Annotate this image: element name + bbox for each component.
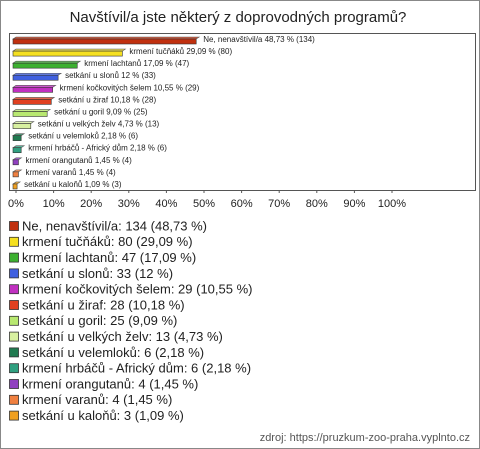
bar-label: krmení orangutanů 1,45 % (4) [25,156,132,165]
bar [12,183,18,190]
bar-label: Ne, nenavštívil/a 48,73 % (134) [203,35,315,44]
bar-category: krmení hrbáčů - Africký dům [28,144,128,153]
bar-label: krmení varanů 1,45 % (4) [25,168,116,177]
bar [12,38,197,45]
bar-label: setkání u velemloků 2,18 % (6) [28,132,138,141]
legend-label: setkání u slonů: 33 (12 %) [22,266,173,281]
legend-label: krmení kočkovitých šelem: 29 (10,55 %) [22,282,252,297]
bar-depth [12,72,63,76]
x-tick-label: 60% [231,198,253,210]
bar-value-label: 17,09 % (47) [143,59,189,68]
bar-value-label: 48,73 % (134) [265,35,316,44]
bar-value-label: 1,09 % (3) [85,180,122,189]
legend-label: setkání u goril: 25 (9,09 %) [22,313,177,328]
x-tick-label: 10% [43,198,65,210]
legend-swatch [9,410,19,421]
bar-value-label: 2,18 % (6) [101,132,138,141]
legend-swatch [9,394,19,405]
legend-swatch [9,300,19,310]
legend-swatch [9,284,19,295]
bar-category: setkání u kaloňů [24,180,82,189]
legend-label: krmení hrbáčů - Africký dům: 6 (2,18 %) [22,361,251,376]
bar-label: krmení kočkovitých šelem 10,55 % (29) [60,83,200,92]
bar [12,159,19,166]
bar-label: krmení tučňáků 29,09 % (80) [129,47,232,56]
bar-label: krmení hrbáčů - Africký dům 2,18 % (6) [28,144,167,153]
bar-category: setkání u velkých želv [38,120,116,129]
bar [12,135,22,141]
bar-category: krmení varanů [25,168,76,177]
legend-label: setkání u žiraf: 28 (10,18 %) [22,297,185,312]
legend-swatch [9,236,19,247]
bar [12,171,19,178]
bar [12,50,123,57]
legend-swatch [9,363,19,374]
legend-label: krmení orangutanů: 4 (1,45 %) [22,376,198,391]
bar-value-label: 1,45 % (4) [95,156,132,165]
bar-category: krmení tučňáků [129,47,184,56]
bar-label: setkání u goril 9,09 % (25) [54,108,148,117]
bar-value-label: 10,18 % (28) [110,96,156,105]
bar-category: krmení orangutanů [25,156,92,165]
bar [12,87,53,93]
legend-swatch [9,347,19,358]
bar-value-label: 1,45 % (4) [79,168,116,177]
bar-value-label: 4,73 % (13) [118,120,160,129]
bar-depth [12,121,35,124]
bar-category: setkání u žiraf [58,96,109,105]
legend-swatch [9,331,19,342]
bar-depth [12,109,52,112]
bar-category: krmení lachtanů [84,59,141,68]
bar-value-label: 10,55 % (29) [153,83,199,92]
bar [12,147,22,154]
bar-depth [12,60,82,64]
legend-label: setkání u kaloňů: 3 (1,09 %) [22,408,184,423]
legend-label: setkání u velkých želv: 13 (4,73 %) [22,329,223,344]
bar-category: setkání u goril [54,108,104,117]
legend-label: setkání u velemloků: 6 (2,18 %) [22,345,204,360]
bar-category: Ne, nenavštívil/a [203,35,263,44]
legend-label: krmení varanů: 4 (1,45 %) [22,392,172,407]
x-tick-label: 90% [343,198,365,210]
bar-value-label: 9,09 % (25) [106,108,148,117]
legend-label: krmení lachtanů: 47 (17,09 %) [22,250,196,265]
x-tick-label: 0% [8,198,24,210]
bar-label: setkání u slonů 12 % (33) [65,71,156,80]
legend-swatch [9,268,19,279]
bar-label: setkání u velkých želv 4,73 % (13) [38,120,160,129]
bar [12,111,48,117]
legend-swatch [9,315,19,326]
legend-swatch [9,221,19,231]
x-tick-label: 40% [155,198,177,210]
bar-value-label: 29,09 % (80) [186,47,232,56]
bar-value-label: 12 % (33) [121,71,156,80]
bar-label: setkání u žiraf 10,18 % (28) [58,96,156,105]
bar-category: krmení kočkovitých šelem [60,83,152,92]
bar [12,99,52,105]
x-tick-label: 30% [118,198,140,210]
chart-title: Navštívil/a jste některý z doprovodných … [70,9,407,26]
x-tick-label: 70% [268,198,290,210]
bar [12,62,78,69]
x-tick-label: 100% [378,198,406,210]
source: zdroj: https://pruzkum-zoo-praha.vyplnto… [260,432,470,444]
bar [12,74,59,81]
bar-label: krmení lachtanů 17,09 % (47) [84,59,189,68]
legend-label: Ne, nenavštívil/a: 134 (48,73 %) [22,218,207,233]
bar-category: setkání u slonů [65,71,119,80]
plot-area [9,33,476,191]
x-tick-label: 20% [80,198,102,210]
bar [12,123,32,129]
bar-depth [12,85,57,88]
legend-swatch [9,252,19,263]
bar-category: setkání u velemloků [28,132,99,141]
legend-label: krmení tučňáků: 80 (29,09 %) [22,234,193,249]
bar-depth [12,97,56,100]
x-tick-label: 80% [306,198,328,210]
legend-swatch [9,379,19,389]
bar-value-label: 2,18 % (6) [130,144,167,153]
bar-label: setkání u kaloňů 1,09 % (3) [24,180,122,189]
x-tick-label: 50% [193,198,215,210]
